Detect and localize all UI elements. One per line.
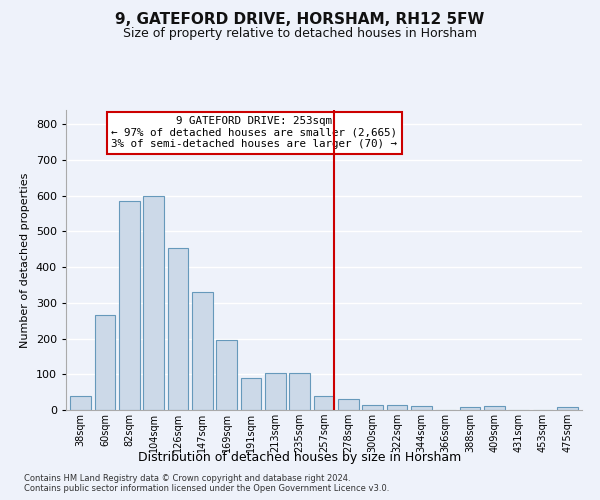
Bar (216, 340, 237, 410)
Bar (484, 406, 505, 410)
Bar (386, 404, 407, 410)
Bar (557, 407, 578, 410)
Bar (192, 292, 212, 410)
Text: 9 GATEFORD DRIVE: 253sqm
← 97% of detached houses are smaller (2,665)
3% of semi: 9 GATEFORD DRIVE: 253sqm ← 97% of detach… (112, 116, 397, 149)
Bar (338, 398, 359, 410)
Text: Contains HM Land Registry data © Crown copyright and database right 2024.: Contains HM Land Registry data © Crown c… (24, 474, 350, 483)
Text: Size of property relative to detached houses in Horsham: Size of property relative to detached ho… (123, 28, 477, 40)
Bar (119, 201, 140, 410)
Bar (70, 396, 91, 410)
Bar (289, 373, 310, 410)
Bar (362, 404, 383, 410)
Text: Contains public sector information licensed under the Open Government Licence v3: Contains public sector information licen… (24, 484, 389, 493)
Bar (411, 406, 432, 410)
Y-axis label: Number of detached properties: Number of detached properties (20, 172, 30, 348)
Bar (460, 407, 481, 410)
Bar (265, 373, 286, 410)
Bar (143, 196, 164, 410)
Bar (167, 248, 188, 410)
Bar (241, 378, 262, 410)
Bar (314, 396, 334, 410)
Text: Distribution of detached houses by size in Horsham: Distribution of detached houses by size … (139, 451, 461, 464)
Text: 9, GATEFORD DRIVE, HORSHAM, RH12 5FW: 9, GATEFORD DRIVE, HORSHAM, RH12 5FW (115, 12, 485, 28)
Bar (95, 316, 115, 410)
